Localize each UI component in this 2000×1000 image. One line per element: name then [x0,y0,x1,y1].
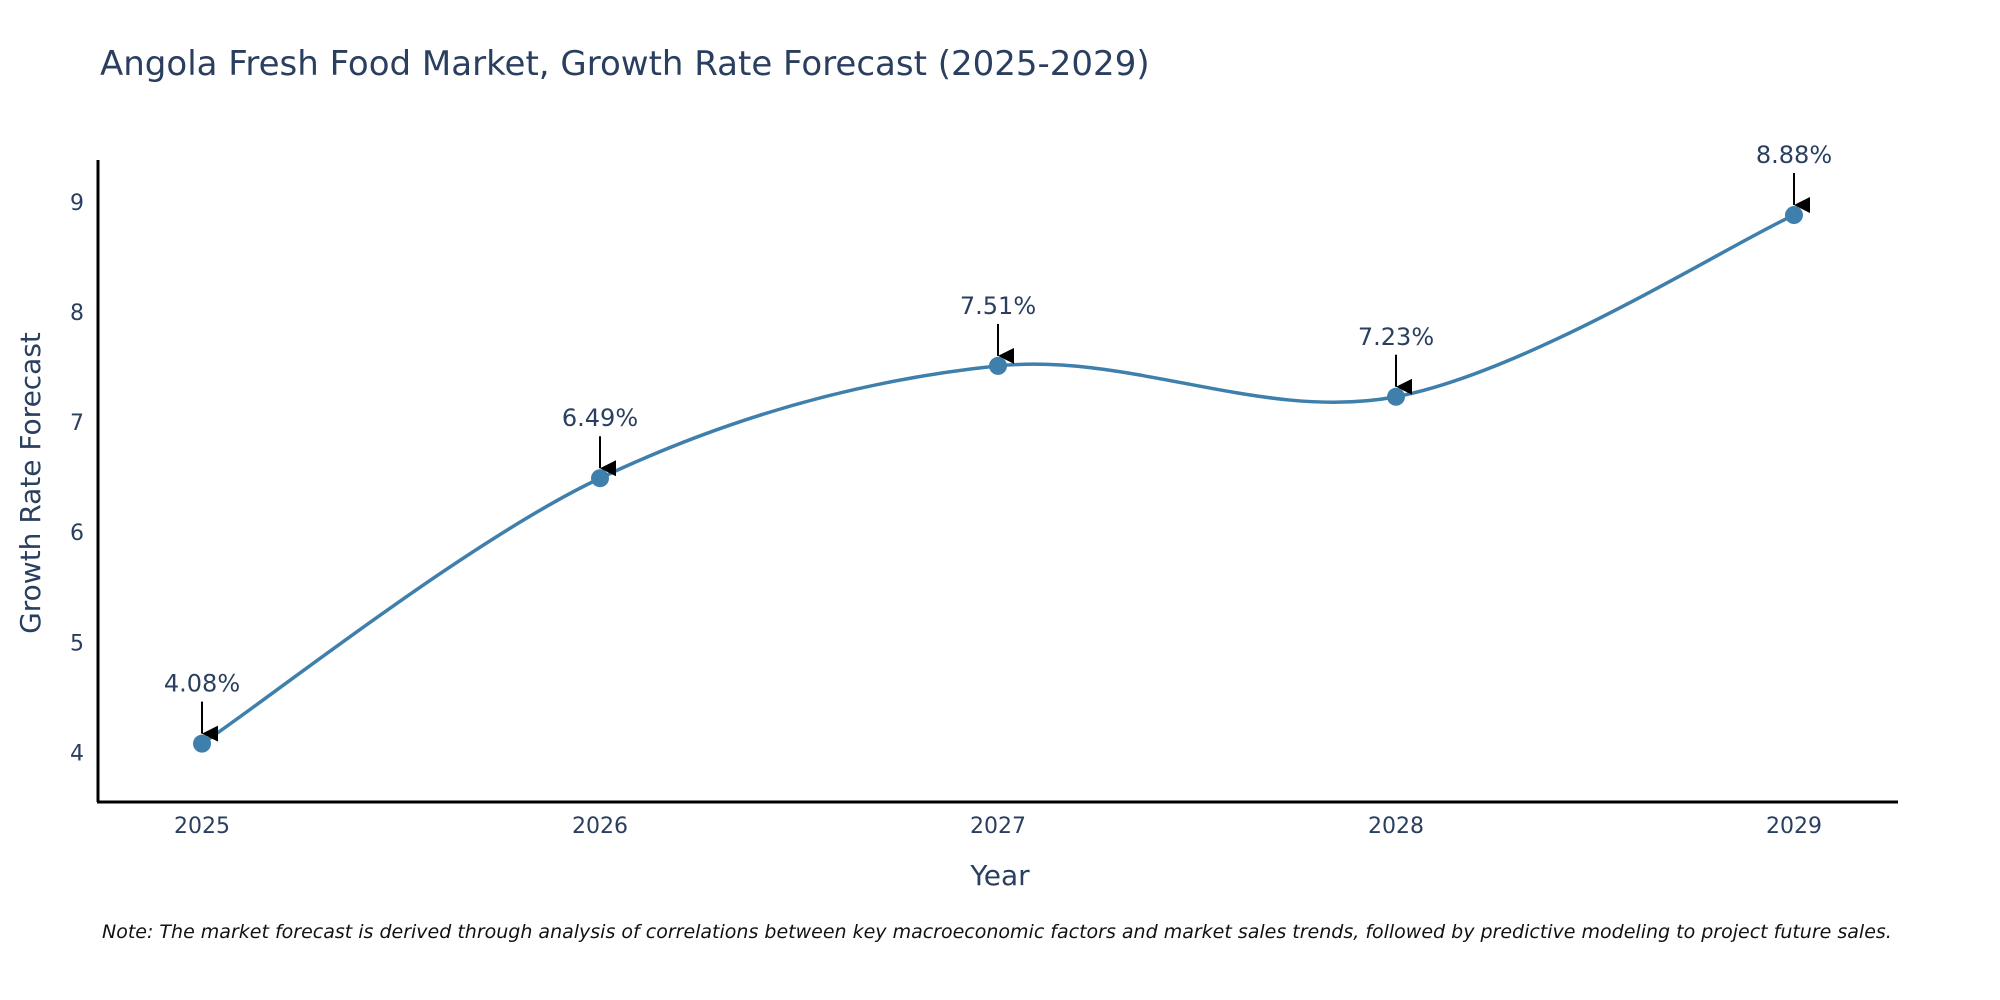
x-tick-label-2026: 2026 [572,814,628,839]
y-tick-label-7: 7 [70,411,84,436]
series-group [193,206,1803,753]
x-tick-label-2029: 2029 [1766,814,1822,839]
x-axis-title: Year [969,859,1030,892]
data-label-2027: 7.51% [960,292,1036,320]
x-tick-label-2025: 2025 [174,814,230,839]
x-tick-label-2027: 2027 [970,814,1026,839]
y-tick-label-5: 5 [70,631,84,656]
data-label-2025: 4.08% [164,670,240,698]
y-tick-label-9: 9 [70,191,84,216]
data-label-2029: 8.88% [1756,141,1832,169]
y-axis-ticks: 4 5 6 7 8 9 [70,191,84,767]
y-tick-label-4: 4 [70,741,84,766]
data-label-2028: 7.23% [1358,323,1434,351]
x-axis-ticks: 2025 2026 2027 2028 2029 [174,814,1822,839]
data-point-2029 [1785,206,1803,225]
y-tick-label-6: 6 [70,521,84,546]
axes [96,160,1898,804]
y-tick-label-8: 8 [70,301,84,326]
chart-note: Note: The market forecast is derived thr… [102,921,1892,943]
data-point-2026 [591,469,609,488]
chart-title: Angola Fresh Food Market, Growth Rate Fo… [100,44,1150,84]
x-tick-label-2028: 2028 [1368,814,1424,839]
y-axis-title: Growth Rate Forecast [14,332,47,634]
data-point-2027 [989,356,1007,375]
annotations: 4.08% 6.49% 7.51% 7.23% 8.88% [164,141,1832,742]
data-label-2026: 6.49% [562,404,638,432]
data-point-2025 [193,734,211,753]
data-point-2028 [1387,387,1405,406]
